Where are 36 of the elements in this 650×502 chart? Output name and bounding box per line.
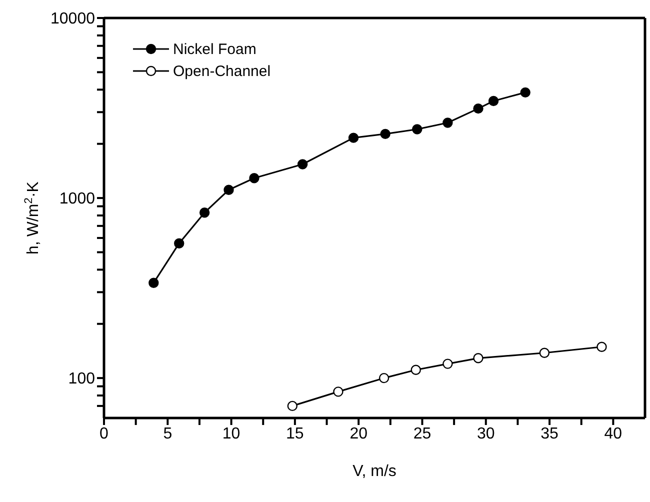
legend-label: Open-Channel [173, 62, 271, 80]
x-axis-title: V, m/s [352, 463, 396, 480]
x-tick-label: 35 [540, 425, 559, 442]
point [378, 372, 390, 384]
x-tick-label: 0 [100, 425, 109, 442]
point [473, 103, 484, 114]
x-tick-label: 10 [222, 425, 240, 442]
point [148, 278, 159, 288]
legend-label: Nickel Foam [173, 40, 256, 58]
point [442, 118, 453, 128]
point [442, 358, 453, 369]
point [224, 184, 234, 195]
point [297, 159, 308, 170]
point [249, 173, 260, 184]
point [348, 132, 359, 143]
y-tick-label: 100 [68, 370, 96, 388]
point [596, 342, 607, 352]
x-tick-label: 20 [350, 425, 368, 442]
point [199, 208, 210, 218]
point [412, 124, 422, 134]
point [287, 400, 298, 412]
x-tick-label: 40 [604, 425, 622, 442]
y-tick-label: 1000 [59, 190, 96, 208]
point [488, 96, 499, 106]
point [333, 386, 344, 397]
point [380, 128, 390, 140]
y-tick-label: 10000 [50, 10, 96, 28]
point [539, 348, 550, 358]
x-tick-label: 15 [286, 425, 304, 442]
point [473, 353, 484, 364]
point [520, 87, 530, 98]
point [174, 238, 184, 248]
x-tick-label: 25 [413, 425, 432, 442]
point [410, 364, 421, 375]
x-tick-label: 5 [163, 425, 172, 442]
x-tick-label: 30 [476, 425, 495, 442]
